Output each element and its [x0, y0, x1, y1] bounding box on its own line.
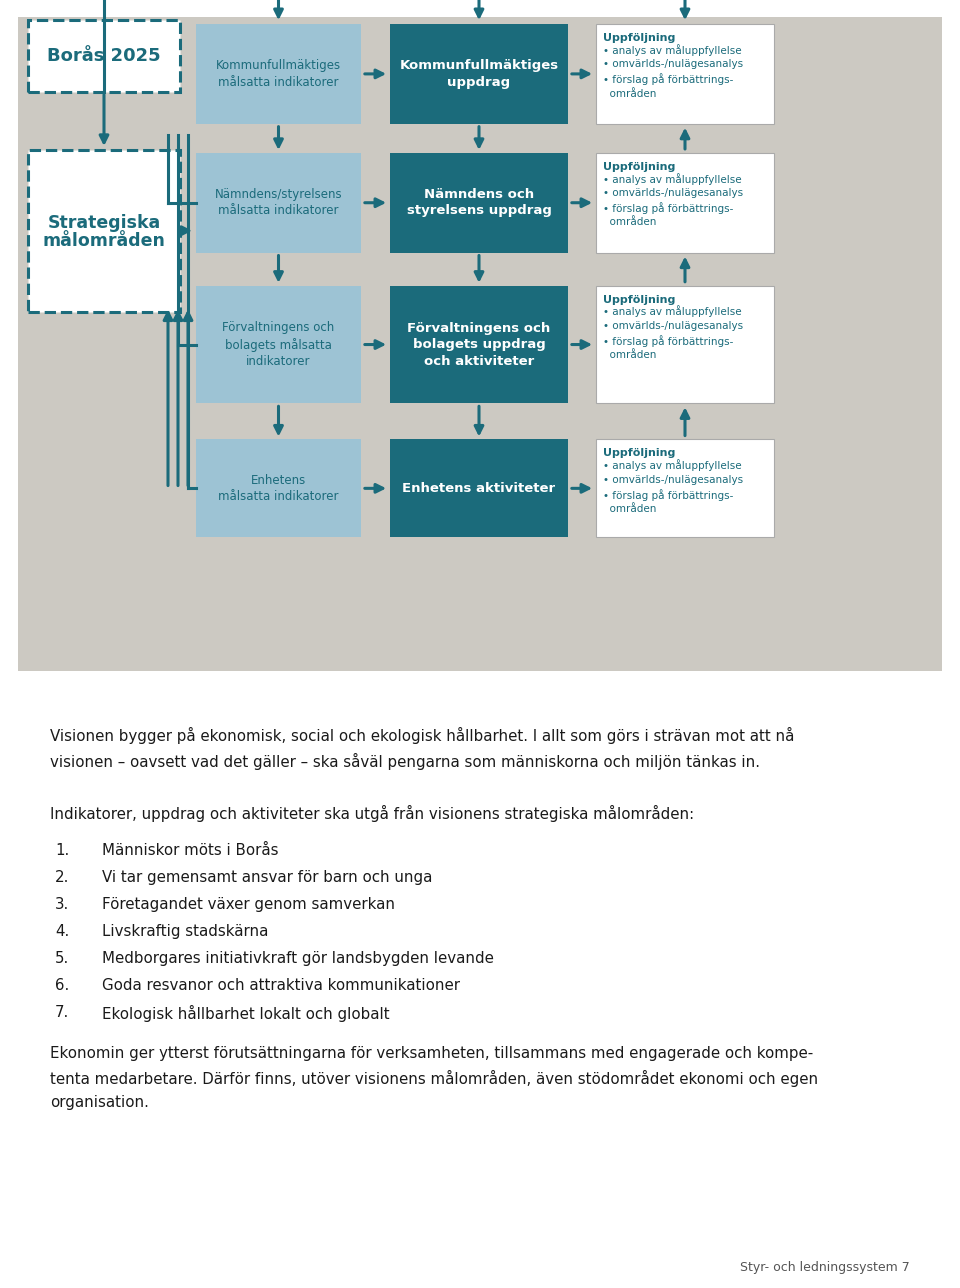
Text: Kommunfullmäktiges
målsatta indikatorer: Kommunfullmäktiges målsatta indikatorer	[216, 59, 341, 89]
Text: Vi tar gemensamt ansvar för barn och unga: Vi tar gemensamt ansvar för barn och ung…	[102, 871, 432, 885]
Text: 6.: 6.	[55, 978, 69, 993]
Text: Människor möts i Borås: Människor möts i Borås	[102, 844, 278, 858]
Text: Visionen bygger på ekonomisk, social och ekologisk hållbarhet. I allt som görs i: Visionen bygger på ekonomisk, social och…	[50, 728, 794, 770]
Text: Uppföljning: Uppföljning	[603, 448, 676, 459]
Text: Livskraftig stadskärna: Livskraftig stadskärna	[102, 923, 269, 939]
Text: Kommunfullmäktiges
uppdrag: Kommunfullmäktiges uppdrag	[399, 59, 559, 89]
Text: Förvaltningens och
bolagets uppdrag
och aktiviteter: Förvaltningens och bolagets uppdrag och …	[407, 322, 551, 367]
FancyBboxPatch shape	[596, 286, 774, 403]
Text: Strategiska: Strategiska	[47, 214, 160, 232]
Text: Uppföljning: Uppföljning	[603, 295, 676, 304]
Text: 2.: 2.	[55, 871, 69, 885]
Text: Goda resvanor och attraktiva kommunikationer: Goda resvanor och attraktiva kommunikati…	[102, 978, 460, 993]
Text: Ekonomin ger ytterst förutsättningarna för verksamheten, tillsammans med engager: Ekonomin ger ytterst förutsättningarna f…	[50, 1046, 818, 1110]
Text: Nämndens och
styrelsens uppdrag: Nämndens och styrelsens uppdrag	[407, 188, 551, 218]
FancyBboxPatch shape	[390, 153, 568, 252]
Text: • analys av måluppfyllelse
• omvärlds-/nulägesanalys
• förslag på förbättrings-
: • analys av måluppfyllelse • omvärlds-/n…	[603, 305, 743, 361]
FancyBboxPatch shape	[390, 24, 568, 124]
FancyBboxPatch shape	[196, 153, 361, 252]
Text: Företagandet växer genom samverkan: Företagandet växer genom samverkan	[102, 896, 395, 912]
FancyBboxPatch shape	[196, 286, 361, 403]
Text: Borås 2025: Borås 2025	[47, 46, 161, 64]
FancyBboxPatch shape	[596, 439, 774, 537]
FancyBboxPatch shape	[596, 24, 774, 124]
FancyBboxPatch shape	[196, 439, 361, 537]
Text: Uppföljning: Uppföljning	[603, 33, 676, 43]
Text: målområden: målområden	[42, 232, 165, 250]
Text: Uppföljning: Uppföljning	[603, 162, 676, 171]
FancyBboxPatch shape	[596, 153, 774, 252]
Text: • analys av måluppfyllelse
• omvärlds-/nulägesanalys
• förslag på förbättrings-
: • analys av måluppfyllelse • omvärlds-/n…	[603, 460, 743, 514]
Text: • analys av måluppfyllelse
• omvärlds-/nulägesanalys
• förslag på förbättrings-
: • analys av måluppfyllelse • omvärlds-/n…	[603, 44, 743, 99]
Text: 1.: 1.	[55, 844, 69, 858]
FancyBboxPatch shape	[390, 439, 568, 537]
Text: Förvaltningens och
bolagets målsatta
indikatorer: Förvaltningens och bolagets målsatta ind…	[223, 321, 335, 368]
FancyBboxPatch shape	[28, 21, 180, 91]
Text: Indikatorer, uppdrag och aktiviteter ska utgå från visionens strategiska målområ: Indikatorer, uppdrag och aktiviteter ska…	[50, 805, 694, 822]
Text: 3.: 3.	[55, 896, 69, 912]
Text: Ekologisk hållbarhet lokalt och globalt: Ekologisk hållbarhet lokalt och globalt	[102, 1005, 390, 1023]
Text: 4.: 4.	[55, 923, 69, 939]
FancyBboxPatch shape	[196, 24, 361, 124]
Text: 5.: 5.	[55, 951, 69, 966]
FancyBboxPatch shape	[28, 149, 180, 312]
Text: Medborgares initiativkraft gör landsbygden levande: Medborgares initiativkraft gör landsbygd…	[102, 951, 493, 966]
Text: Enhetens aktiviteter: Enhetens aktiviteter	[402, 482, 556, 495]
Text: 7.: 7.	[55, 1005, 69, 1020]
FancyBboxPatch shape	[390, 286, 568, 403]
Text: • analys av måluppfyllelse
• omvärlds-/nulägesanalys
• förslag på förbättrings-
: • analys av måluppfyllelse • omvärlds-/n…	[603, 173, 743, 228]
Text: Enhetens
målsatta indikatorer: Enhetens målsatta indikatorer	[218, 474, 339, 504]
Text: Nämndens/styrelsens
målsatta indikatorer: Nämndens/styrelsens målsatta indikatorer	[215, 188, 343, 218]
Text: Styr- och ledningssystem 7: Styr- och ledningssystem 7	[740, 1261, 910, 1274]
